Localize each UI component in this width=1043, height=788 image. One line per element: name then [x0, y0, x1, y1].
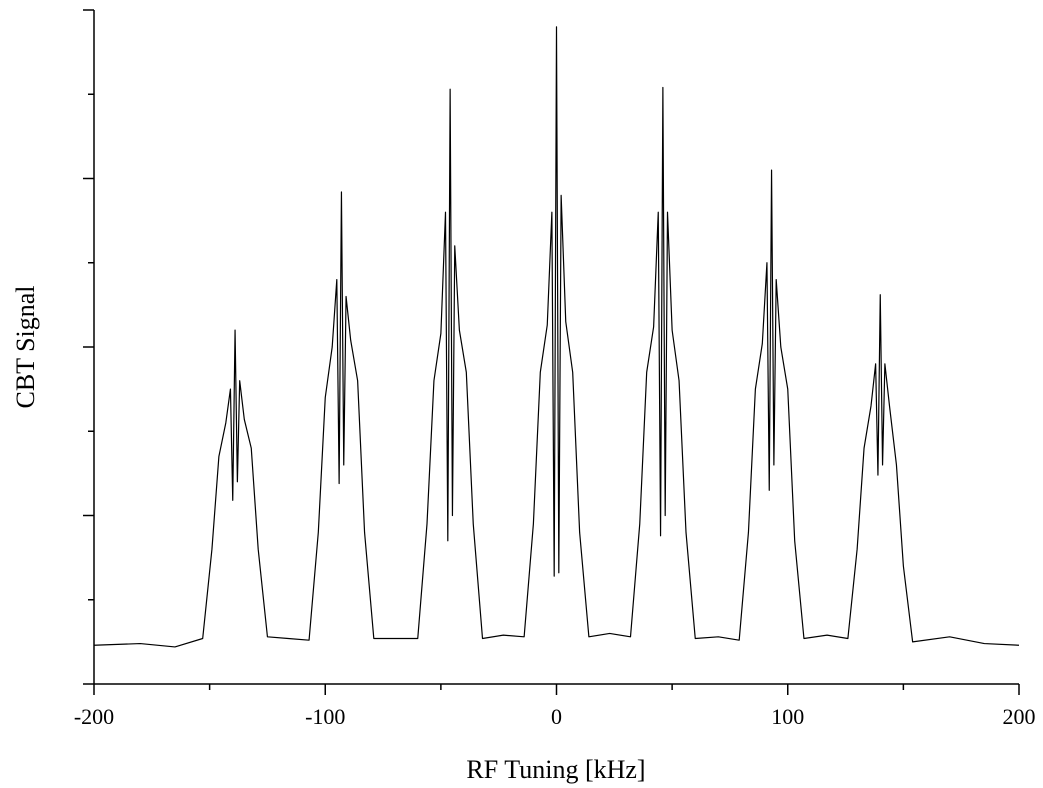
- x-tick-label: 200: [1003, 704, 1036, 729]
- signal-line: [93, 26, 1020, 648]
- x-tick-label: -200: [74, 704, 114, 729]
- x-axis-label: RF Tuning [kHz]: [466, 755, 645, 784]
- x-tick-label: 0: [551, 704, 562, 729]
- x-tick-label: -100: [305, 704, 345, 729]
- y-axis-label: CBT Signal: [11, 285, 40, 408]
- x-tick-label: 100: [771, 704, 804, 729]
